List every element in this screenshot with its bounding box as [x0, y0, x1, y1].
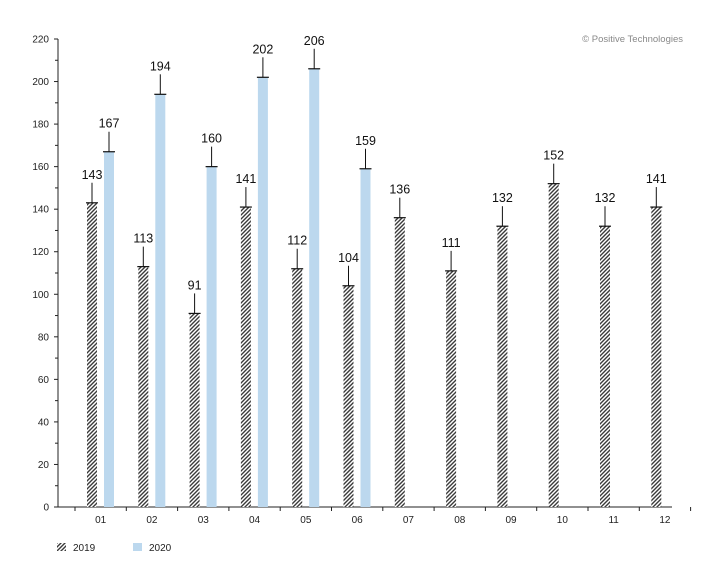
bar-2020	[104, 151, 114, 507]
bar-2020	[206, 166, 217, 508]
bar-2019	[394, 217, 405, 507]
x-tick-label: 10	[557, 515, 569, 526]
y-tick-label: 120	[32, 247, 49, 258]
data-label: 112	[287, 234, 307, 248]
data-label: 111	[442, 236, 461, 250]
bar-2019	[138, 266, 149, 507]
y-tick-label: 100	[32, 290, 49, 301]
data-label: 202	[252, 42, 273, 56]
y-tick-label: 160	[32, 162, 49, 173]
x-tick-label: 12	[659, 515, 671, 526]
y-tick-label: 200	[32, 77, 49, 88]
bars	[86, 68, 663, 508]
bar-2019	[189, 313, 200, 507]
bar-2020	[257, 77, 268, 508]
bar-2019	[87, 202, 97, 508]
bar-2019	[343, 285, 354, 507]
data-label: 141	[235, 172, 256, 186]
data-label: 113	[133, 232, 153, 246]
x-tick-label: 03	[198, 515, 210, 526]
y-tick-label: 60	[38, 375, 50, 386]
legend-swatch-2020	[133, 543, 142, 551]
y-tick-label: 180	[32, 120, 49, 131]
data-label: 132	[492, 191, 513, 205]
axes: 0 20 40 60 80 100 120 140 160 180 200 220 01 02 03 04 05…	[32, 35, 692, 526]
data-label: 136	[389, 183, 410, 197]
data-labels: 143 167 113 194 91 160 141 202 112 206 104 159 136 11…	[82, 34, 667, 314]
x-tick-label: 11	[608, 515, 619, 526]
x-tick-label: 09	[505, 515, 517, 526]
y-tick-label: 140	[32, 205, 49, 216]
data-label: 104	[338, 251, 359, 265]
bar-2020	[309, 68, 320, 508]
legend: 2019 2020	[57, 543, 172, 554]
y-tick-label: 0	[43, 503, 49, 514]
y-tick-label: 220	[32, 35, 49, 46]
bar-2019	[600, 226, 610, 507]
data-label: 152	[543, 149, 564, 163]
legend-label: 2019	[73, 543, 96, 554]
data-label: 167	[99, 117, 120, 131]
copyright-text: © Positive Technologies	[582, 34, 683, 45]
data-label: 141	[646, 172, 667, 186]
data-label: 143	[82, 168, 103, 182]
x-tick-label: 02	[146, 515, 158, 526]
x-tick-label: 01	[95, 515, 107, 526]
data-label: 132	[595, 191, 616, 205]
legend-label: 2020	[149, 543, 172, 554]
data-label: 160	[201, 132, 222, 146]
bar-2019	[446, 270, 457, 507]
y-tick-label: 40	[38, 417, 50, 428]
y-tick-label: 80	[38, 332, 50, 343]
bar-2019	[240, 207, 251, 507]
bar-2019	[548, 183, 559, 507]
y-tick-label: 20	[38, 460, 50, 471]
bar-2019	[497, 226, 508, 507]
x-tick-label: 04	[249, 515, 261, 526]
x-tick-label: 07	[403, 515, 415, 526]
data-label: 159	[355, 134, 376, 148]
data-label: 194	[150, 59, 171, 73]
bar-2019	[292, 268, 303, 507]
bar-2019	[651, 207, 662, 507]
bar-2020	[155, 94, 166, 508]
data-label: 206	[304, 34, 325, 48]
data-label: 91	[188, 278, 202, 292]
x-tick-label: 05	[300, 515, 312, 526]
bar-2020	[360, 168, 371, 507]
x-tick-label: 08	[454, 515, 466, 526]
legend-swatch-2019	[57, 543, 66, 551]
x-tick-label: 06	[352, 515, 364, 526]
